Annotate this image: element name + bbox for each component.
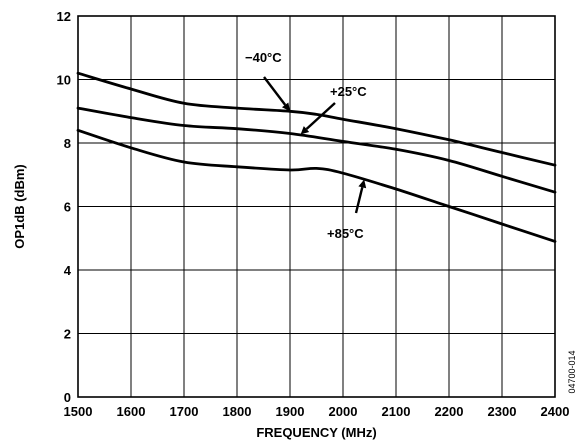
- y-tick-label: 8: [64, 136, 71, 151]
- figure-id: 04700-014: [567, 350, 577, 393]
- y-tick-label: 4: [64, 263, 72, 278]
- x-tick-label: 1600: [117, 404, 146, 419]
- y-tick-label: 0: [64, 390, 71, 405]
- annotation-plus-85c-arrowhead: [358, 179, 367, 189]
- plot-frame: [77, 15, 556, 398]
- annotations: −40°C +25°C +85°C: [245, 50, 367, 241]
- x-tick-label: 1900: [276, 404, 305, 419]
- y-tick-label: 12: [57, 9, 71, 24]
- annotation-plus-85c-label: +85°C: [327, 226, 364, 241]
- x-tick-label: 2200: [435, 404, 464, 419]
- x-tick-label: 1700: [170, 404, 199, 419]
- grid-lines: [77, 15, 556, 398]
- annotation-plus-25c-arrow: [305, 102, 336, 130]
- x-tick-label: 2100: [382, 404, 411, 419]
- y-tick-labels: 0 2 4 6 8 10 12: [57, 9, 72, 405]
- x-tick-label: 2300: [488, 404, 517, 419]
- y-axis-label: OP1dB (dBm): [12, 164, 27, 249]
- series-line-minus-40c: [76, 71, 557, 167]
- y-tick-label: 10: [57, 73, 71, 88]
- x-axis-label: FREQUENCY (MHz): [256, 425, 376, 440]
- annotation-plus-85c-arrow: [354, 186, 364, 214]
- series-line-plus-85c: [76, 128, 557, 243]
- series-layer: [76, 71, 557, 243]
- annotation-minus-40c-label: −40°C: [245, 50, 282, 65]
- x-tick-label: 2400: [541, 404, 570, 419]
- annotation-minus-40c-arrow: [263, 76, 287, 106]
- annotation-plus-25c-arrowhead: [300, 126, 310, 135]
- x-tick-label: 1500: [64, 404, 93, 419]
- annotation-minus-40c-arrowhead: [281, 102, 290, 112]
- x-tick-label: 2000: [329, 404, 358, 419]
- x-tick-label: 1800: [223, 404, 252, 419]
- series-line-plus-25c: [76, 106, 557, 194]
- y-tick-label: 6: [64, 200, 71, 215]
- annotation-plus-25c-label: +25°C: [330, 84, 367, 99]
- y-tick-label: 2: [64, 327, 71, 342]
- x-tick-labels: 1500 1600 1700 1800 1900 2000 2100 2200 2300 2400: [64, 404, 570, 419]
